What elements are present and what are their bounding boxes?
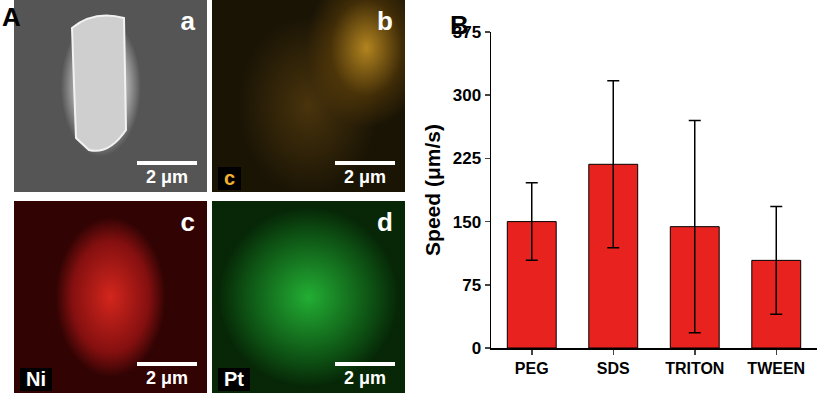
html-text:b: b — [377, 6, 393, 36]
html-text:2 μm: 2 μm — [344, 167, 386, 187]
svg-text:0: 0 — [472, 339, 481, 358]
html-text:2 μm: 2 μm — [146, 167, 188, 187]
html-text:2 μm: 2 μm — [344, 368, 386, 388]
html-text:a: a — [180, 6, 195, 36]
svg-text:Speed (μm/s): Speed (μm/s) — [421, 124, 444, 256]
html-text:B: B — [450, 10, 469, 40]
html-text:c: c — [224, 167, 236, 189]
svg-text:300: 300 — [453, 86, 481, 105]
svg-text:225: 225 — [453, 149, 481, 168]
svg-text:150: 150 — [453, 213, 481, 232]
html-text:c: c — [180, 207, 195, 237]
svg-text:TRITON: TRITON — [665, 360, 724, 377]
html-text:d: d — [377, 207, 393, 237]
svg-text:75: 75 — [462, 276, 481, 295]
html-text:2 μm: 2 μm — [146, 368, 188, 388]
svg-text:TWEEN: TWEEN — [747, 360, 805, 377]
svg-text:PEG: PEG — [515, 360, 549, 377]
html-text:A: A — [2, 2, 21, 32]
html-text:Pt: Pt — [224, 368, 244, 390]
svg-text:SDS: SDS — [597, 360, 630, 377]
html-text:Ni: Ni — [26, 368, 46, 390]
